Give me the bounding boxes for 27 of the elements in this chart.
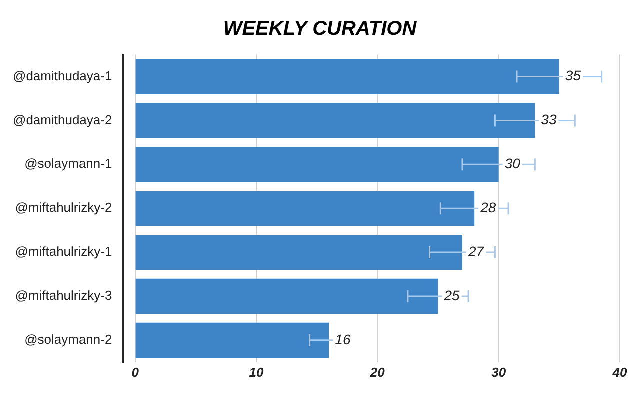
y-tick-label: @solaymann-1 [24, 156, 112, 172]
bar [136, 278, 438, 314]
bar [136, 59, 560, 94]
bar [136, 147, 499, 182]
x-tick-label: 40 [612, 364, 628, 380]
x-tick-label: 0 [132, 364, 140, 380]
y-tick-label: @damithudaya-1 [12, 68, 112, 84]
data-label: 25 [443, 287, 460, 304]
x-tick-label: 10 [249, 364, 264, 380]
data-label: 27 [467, 243, 486, 260]
bar [136, 191, 475, 226]
chart-title: WEEKLY CURATION [222, 18, 418, 42]
x-tick-label: 20 [369, 364, 386, 380]
data-label: 28 [480, 199, 496, 216]
y-tick-label: @damithudaya-2 [12, 112, 112, 128]
data-label: 30 [504, 156, 521, 172]
y-tick-label: @miftahulrizky-1 [15, 244, 112, 260]
y-tick-label: @miftahulrizky-3 [15, 288, 112, 304]
data-label: 16 [335, 331, 351, 348]
data-label: 35 [565, 68, 582, 84]
x-tick-label: 30 [492, 364, 507, 380]
data-label: 33 [541, 112, 557, 128]
bar [136, 234, 462, 270]
bar [136, 322, 330, 358]
bar [136, 103, 536, 138]
y-tick-label: @solaymann-2 [24, 332, 112, 348]
y-tick-label: @miftahulrizky-2 [15, 200, 112, 216]
